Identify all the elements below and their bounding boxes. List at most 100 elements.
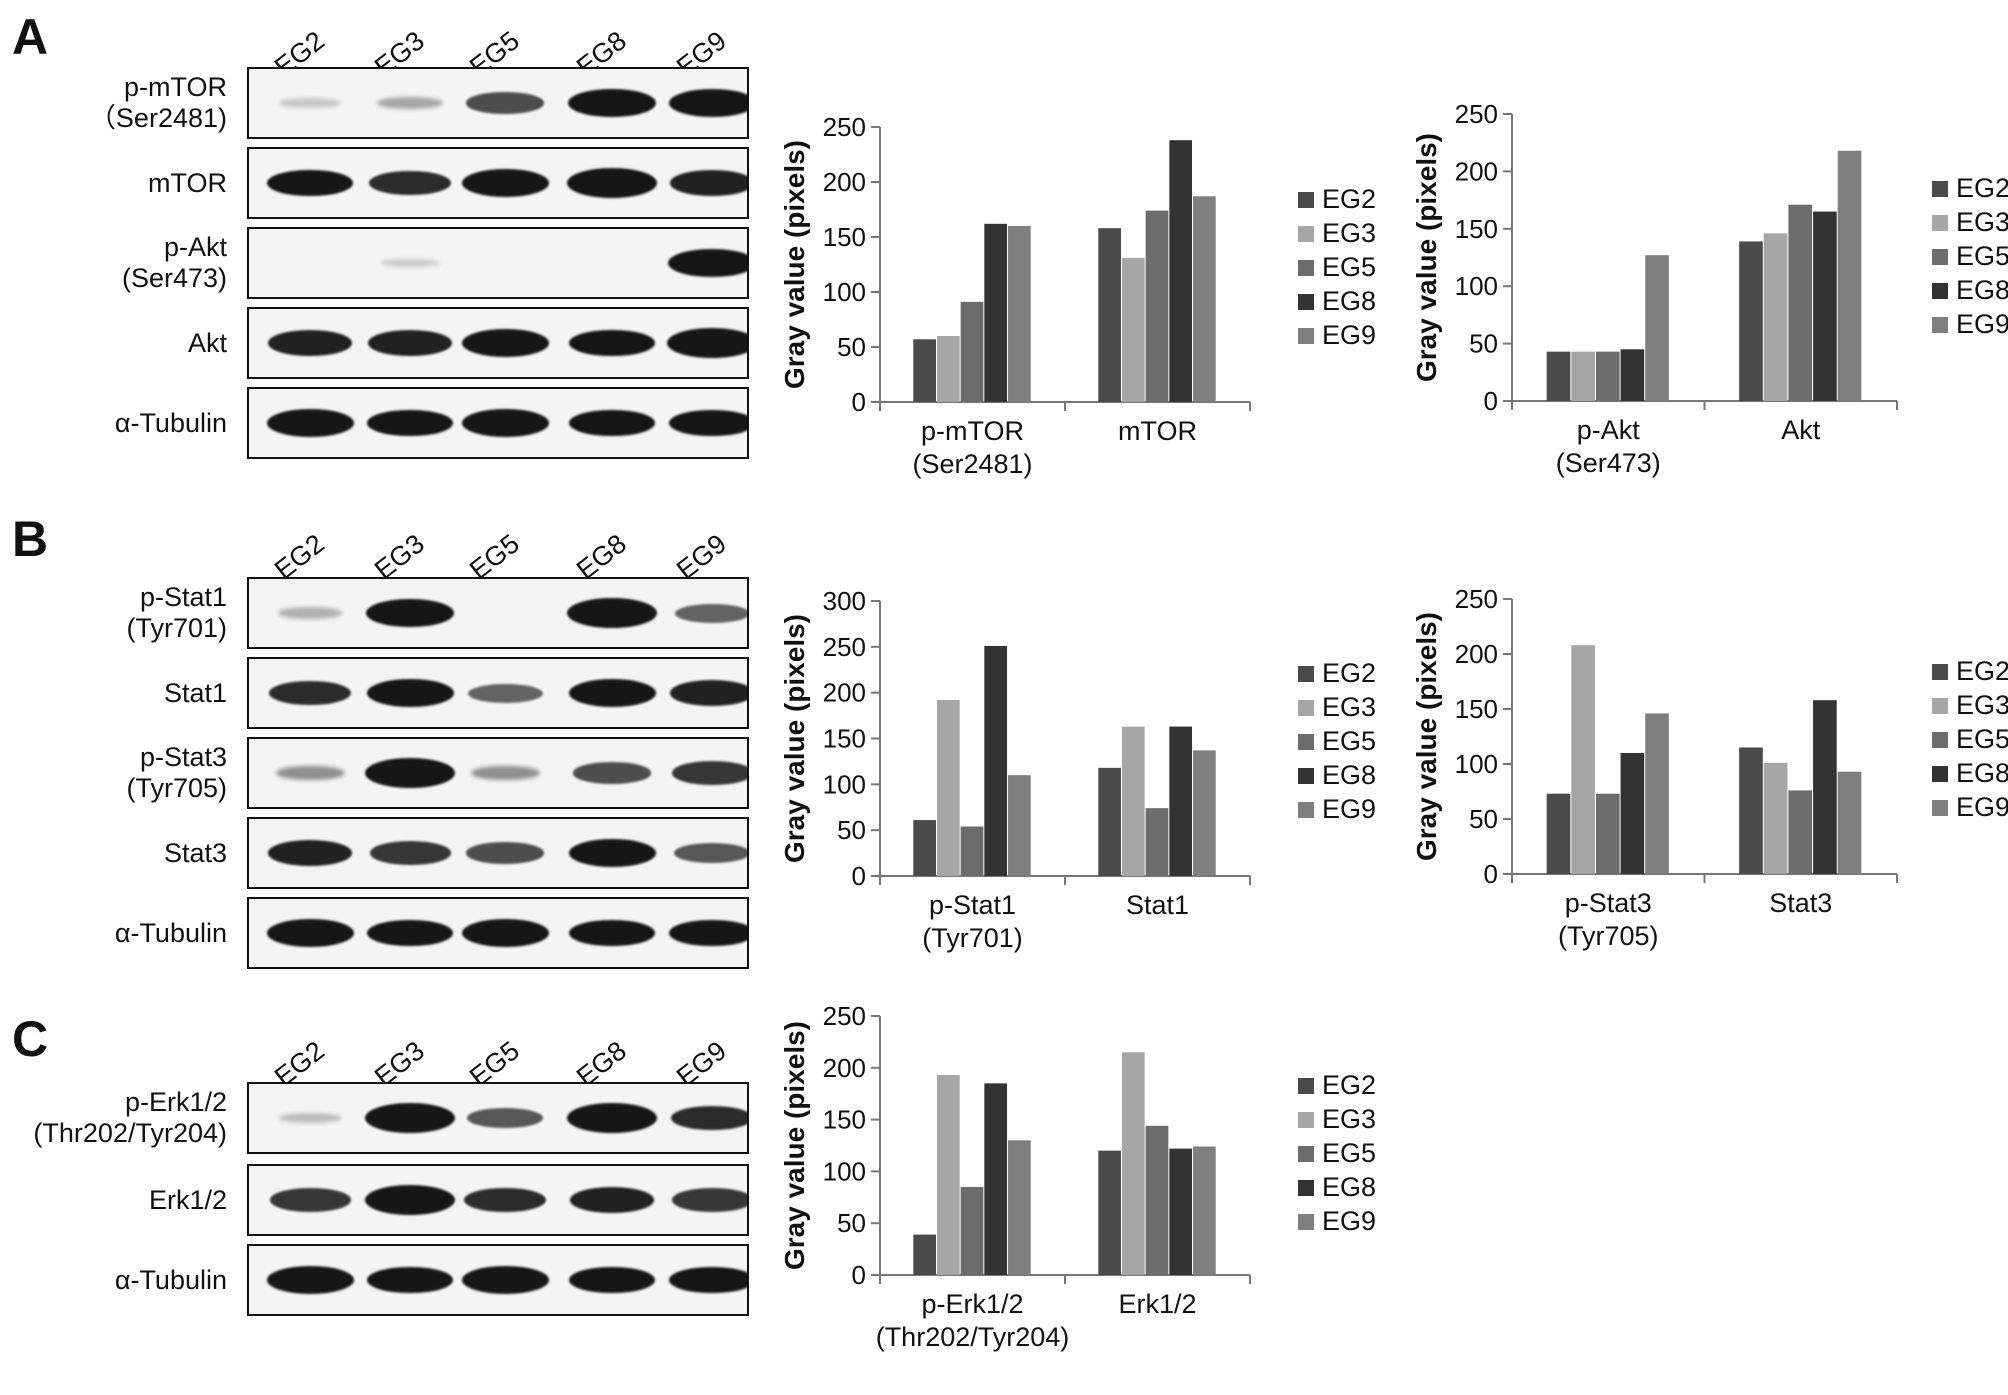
legend-swatch [1932, 800, 1948, 816]
bar-eg3 [936, 700, 960, 876]
blot-band [673, 842, 747, 864]
blot-row-label: Stat1 [164, 678, 227, 709]
legend-swatch [1298, 700, 1314, 716]
bar-eg8 [984, 223, 1008, 402]
bar-eg3 [1763, 762, 1788, 874]
bar-eg8 [1169, 726, 1193, 876]
blot-membrane [247, 1244, 749, 1316]
blot-band [569, 409, 655, 437]
blot-label-line: Stat1 [163, 677, 227, 708]
legend: EG2 EG3 EG5 EG8 EG9 [1298, 658, 1376, 824]
blot-membrane [247, 577, 749, 649]
legend-label: EG8 [1322, 1172, 1376, 1202]
x-category-label: Stat3 [1769, 888, 1832, 918]
bar-eg2 [1739, 747, 1763, 874]
bar-chart: 0 50 100 150 200 250 p-Erk1/2(Thr202/Tyr204) Er… [779, 1001, 1251, 1352]
blot-band [275, 765, 345, 781]
y-tick-label: 100 [823, 277, 866, 307]
blot-band [367, 409, 453, 437]
legend-label: EG3 [1956, 207, 2008, 237]
y-tick-label: 200 [1455, 639, 1498, 669]
blot-band [567, 1103, 657, 1133]
blot-row-label: Erk1/2 [149, 1185, 227, 1216]
legend-swatch [1932, 664, 1948, 680]
blot-band [670, 170, 747, 196]
y-tick-label: 250 [1455, 99, 1498, 129]
bar-eg9 [1193, 196, 1216, 402]
blot-band [467, 683, 543, 703]
blot-band [569, 919, 655, 947]
y-tick-label: 150 [1455, 694, 1498, 724]
blot-membrane [247, 227, 749, 299]
blot-band [267, 169, 353, 197]
bar-eg8 [1620, 753, 1645, 874]
blot-band [569, 329, 655, 357]
legend-swatch [1932, 249, 1948, 266]
legend-label: EG9 [1322, 1206, 1376, 1236]
blot-band [277, 607, 343, 619]
blot-band [570, 1187, 654, 1213]
legend-swatch [1298, 734, 1314, 750]
blot-band [669, 919, 747, 947]
blot-label-line: p-Stat1 [139, 582, 227, 612]
bar-eg8 [984, 645, 1008, 876]
y-tick-label: 200 [823, 167, 866, 197]
blot-band [670, 680, 747, 706]
blot-band [669, 409, 747, 437]
blot-membrane [247, 387, 749, 459]
bar-eg9 [1193, 750, 1216, 876]
bar-eg2 [913, 820, 936, 876]
y-tick-label: 50 [837, 815, 866, 845]
blot-band [367, 1266, 453, 1294]
blot-membrane [247, 737, 749, 809]
blot-band [266, 919, 354, 947]
blot-band [466, 92, 544, 114]
y-tick-label: 250 [823, 1001, 866, 1031]
legend-label: EG2 [1322, 1070, 1376, 1100]
legend-label: EG2 [1322, 658, 1376, 688]
blot-band [266, 1266, 354, 1294]
bar-chart: 0 50 100 150 200 250 p-Akt(Ser473) Akt Gray valu… [1411, 99, 1898, 478]
legend-label: EG3 [1322, 218, 1376, 248]
blot-band [461, 329, 549, 357]
blot-band [278, 1112, 342, 1124]
blot-band [379, 258, 441, 268]
blot-row-label: mTOR [148, 168, 227, 199]
bar-eg5 [1595, 351, 1620, 401]
legend-swatch [1932, 215, 1948, 232]
panel-letter: C [12, 1011, 49, 1067]
x-category-label: p-mTOR [921, 416, 1024, 446]
blot-band [368, 330, 452, 356]
bar-eg3 [1121, 726, 1145, 876]
blot-membrane [247, 897, 749, 969]
y-tick-label: 250 [1455, 584, 1498, 614]
bar-eg5 [1145, 1125, 1169, 1275]
bar-eg5 [960, 1186, 984, 1275]
blot-label-line: (Thr202/Tyr204) [33, 1118, 227, 1148]
bar-eg8 [1620, 349, 1645, 401]
legend-label: EG3 [1322, 692, 1376, 722]
bar-eg9 [1837, 150, 1862, 401]
legend-swatch [1298, 802, 1314, 818]
blot-band [569, 1266, 655, 1294]
bar-eg3 [936, 1075, 960, 1275]
blot-label-line: α-Tubulin [114, 917, 227, 948]
legend-swatch [1298, 294, 1314, 310]
blot-row-label: α-Tubulin [115, 1265, 227, 1296]
y-tick-label: 100 [1455, 749, 1498, 779]
legend-swatch [1932, 283, 1948, 300]
bar-eg2 [1098, 228, 1121, 402]
bar-eg5 [1788, 204, 1813, 401]
x-category-label: (Ser2481) [912, 449, 1032, 479]
bar-eg2 [1098, 1150, 1121, 1275]
blot-band [279, 98, 341, 108]
y-tick-label: 0 [1484, 859, 1498, 889]
bar-eg2 [1739, 241, 1763, 401]
y-tick-label: 0 [852, 1260, 866, 1290]
y-tick-label: 0 [852, 387, 866, 417]
bar-eg5 [1145, 808, 1169, 876]
legend-label: EG8 [1956, 275, 2008, 305]
legend-swatch [1932, 317, 1948, 334]
y-tick-label: 100 [823, 1156, 866, 1186]
y-tick-label: 50 [837, 332, 866, 362]
